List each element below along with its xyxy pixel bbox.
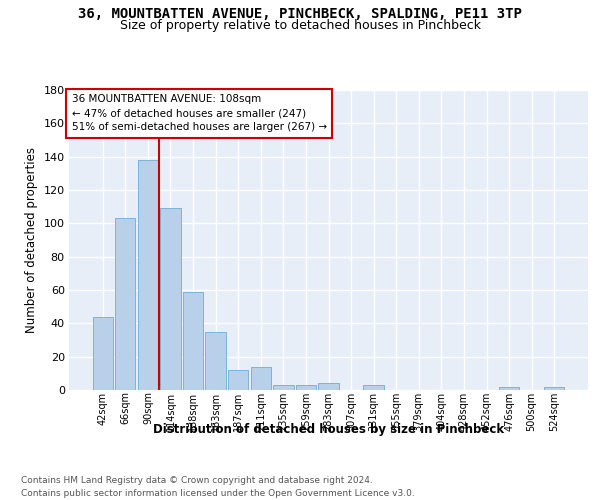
Bar bbox=[205, 332, 226, 390]
Text: 36 MOUNTBATTEN AVENUE: 108sqm
← 47% of detached houses are smaller (247)
51% of : 36 MOUNTBATTEN AVENUE: 108sqm ← 47% of d… bbox=[71, 94, 327, 132]
Bar bbox=[228, 370, 248, 390]
Bar bbox=[273, 385, 293, 390]
Bar bbox=[115, 218, 136, 390]
Text: Size of property relative to detached houses in Pinchbeck: Size of property relative to detached ho… bbox=[119, 18, 481, 32]
Bar bbox=[499, 386, 519, 390]
Bar bbox=[251, 366, 271, 390]
Bar bbox=[183, 292, 203, 390]
Y-axis label: Number of detached properties: Number of detached properties bbox=[25, 147, 38, 333]
Text: Contains HM Land Registry data © Crown copyright and database right 2024.
Contai: Contains HM Land Registry data © Crown c… bbox=[21, 476, 415, 498]
Bar bbox=[160, 208, 181, 390]
Text: Distribution of detached houses by size in Pinchbeck: Distribution of detached houses by size … bbox=[153, 422, 505, 436]
Text: 36, MOUNTBATTEN AVENUE, PINCHBECK, SPALDING, PE11 3TP: 36, MOUNTBATTEN AVENUE, PINCHBECK, SPALD… bbox=[78, 8, 522, 22]
Bar bbox=[364, 385, 384, 390]
Bar bbox=[319, 384, 338, 390]
Bar bbox=[92, 316, 113, 390]
Bar bbox=[544, 386, 565, 390]
Bar bbox=[138, 160, 158, 390]
Bar bbox=[296, 385, 316, 390]
